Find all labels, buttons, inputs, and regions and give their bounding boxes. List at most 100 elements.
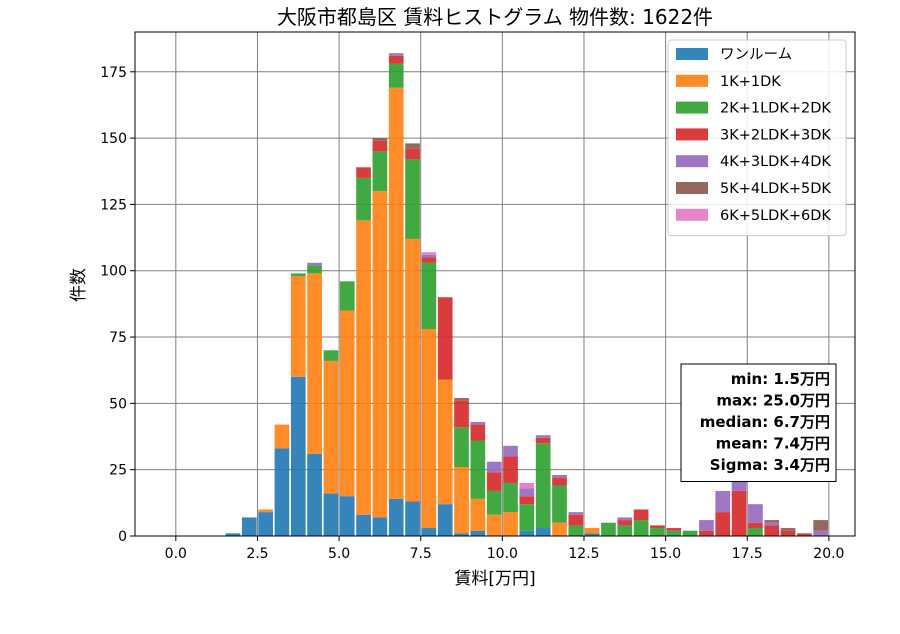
bar-segment [323, 350, 339, 361]
bar-segment [307, 265, 322, 274]
bar-segment [388, 498, 404, 536]
bar-segment [323, 360, 339, 494]
bar-segment [666, 528, 682, 531]
y-tick-label: 50 [109, 396, 127, 412]
bar-segment [519, 504, 535, 531]
legend-label: 2K+1LDK+2DK [720, 101, 831, 117]
bar-segment [519, 496, 535, 505]
bar-segment [519, 488, 535, 497]
legend-label: 4K+3LDK+4DK [720, 154, 831, 170]
x-tick-label: 0.0 [165, 546, 187, 562]
bar-segment [388, 87, 404, 499]
bar-segment [650, 528, 665, 536]
bar-segment [405, 148, 420, 160]
bar-segment [339, 496, 355, 536]
bar-segment [813, 520, 829, 531]
bar-stacks [225, 53, 829, 536]
legend-swatch [676, 155, 708, 168]
bar-segment [682, 530, 698, 536]
bar-segment [535, 443, 551, 529]
bar-segment [421, 528, 437, 536]
y-tick-label: 125 [100, 197, 127, 213]
bar-segment [421, 262, 437, 330]
bar-segment [503, 456, 518, 483]
bar-segment [421, 252, 437, 255]
bar-segment [486, 514, 502, 536]
legend-swatch [676, 48, 708, 60]
y-tick-label: 100 [100, 264, 127, 280]
bar-segment [356, 220, 371, 515]
bar-segment [748, 528, 763, 536]
bar-segment [731, 480, 747, 491]
y-tick-label: 175 [100, 65, 127, 81]
y-axis-label: 件数 [69, 268, 89, 302]
y-tick-label: 75 [109, 330, 127, 346]
bar-segment [437, 379, 453, 505]
bar-segment [241, 517, 257, 536]
bar-segment [715, 490, 731, 513]
bar-segment [454, 400, 469, 428]
stats-line: Sigma: 3.4万円 [710, 456, 830, 474]
x-tick-label: 20.0 [813, 546, 844, 562]
bar-segment [388, 55, 404, 64]
bar-segment [258, 509, 273, 513]
bar-segment [388, 63, 404, 88]
stats-line: max: 25.0万円 [716, 392, 830, 410]
chart-title: 大阪市都島区 賃料ヒストグラム 物件数: 1622件 [277, 5, 713, 29]
stats-line: min: 1.5万円 [731, 370, 830, 388]
legend-label: 6K+5LDK+6DK [720, 208, 831, 224]
bar-segment [405, 143, 420, 149]
bar-segment [470, 424, 486, 441]
bar-segment [617, 520, 633, 526]
bar-segment [568, 512, 584, 515]
bar-segment [290, 276, 306, 377]
bar-segment [225, 533, 241, 536]
bar-segment [764, 520, 780, 523]
bar-segment [486, 461, 502, 473]
bar-segment [699, 520, 714, 531]
bar-segment [731, 490, 747, 536]
y-tick-label: 150 [100, 131, 127, 147]
bar-segment [617, 517, 633, 521]
bar-segment [552, 477, 567, 486]
bar-segment [356, 514, 371, 536]
legend-swatch [676, 101, 708, 114]
bar-segment [356, 177, 371, 221]
bar-segment [535, 437, 551, 444]
x-tick-label: 10.0 [487, 546, 518, 562]
bar-segment [437, 297, 453, 380]
bar-segment [797, 533, 812, 536]
bar-segment [454, 398, 469, 401]
bar-segment [372, 138, 388, 141]
bar-segment [748, 504, 763, 523]
bar-segment [503, 512, 518, 536]
x-tick-label: 5.0 [328, 546, 350, 562]
legend-swatch [676, 208, 708, 221]
bar-segment [421, 257, 437, 263]
bar-segment [519, 530, 535, 536]
x-tick-label: 15.0 [650, 546, 681, 562]
bar-segment [258, 512, 273, 536]
y-tick-label: 0 [118, 529, 127, 545]
bar-segment [274, 448, 290, 536]
x-tick-label: 7.5 [410, 546, 432, 562]
bar-segment [633, 509, 649, 521]
bar-segment [764, 525, 780, 536]
stats-box: min: 1.5万円 max: 25.0万円 median: 6.7万円 mean: … [680, 363, 837, 482]
legend-box [667, 39, 847, 237]
stats-line: median: 6.7万円 [700, 413, 830, 431]
legend-swatch [676, 128, 708, 141]
bar-segment [568, 525, 584, 536]
bar-segment [307, 262, 322, 266]
bar-segment [372, 517, 388, 536]
bar-segment [388, 53, 404, 56]
bar-segment [503, 445, 518, 457]
bar-segment [715, 512, 731, 536]
bar-segment [405, 238, 420, 502]
bar-segment [780, 530, 796, 536]
bar-segment [372, 140, 388, 152]
bar-segment [470, 530, 486, 536]
bar-segment [666, 530, 682, 536]
bar-segment [535, 435, 551, 438]
